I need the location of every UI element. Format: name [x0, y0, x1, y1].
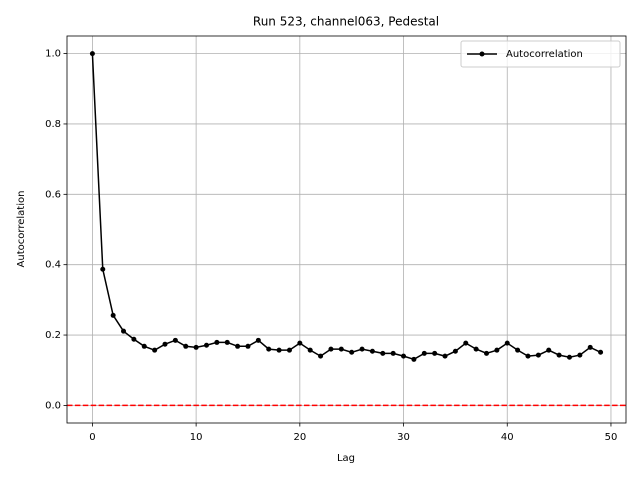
data-point — [515, 347, 521, 353]
data-point — [224, 339, 230, 345]
data-point — [587, 344, 593, 350]
data-point — [89, 51, 95, 57]
x-tick-label: 0 — [89, 432, 95, 443]
data-point — [318, 353, 324, 359]
x-tick-label: 50 — [605, 432, 618, 443]
data-point — [121, 328, 127, 334]
x-tick-label: 30 — [397, 432, 410, 443]
data-point — [162, 341, 168, 347]
data-point — [598, 349, 604, 355]
data-point — [235, 343, 241, 349]
data-point — [266, 346, 272, 352]
data-point — [432, 350, 438, 356]
data-point — [463, 340, 469, 346]
y-axis-label: Autocorrelation — [16, 191, 27, 268]
x-tick-label: 10 — [190, 432, 203, 443]
data-point — [141, 343, 147, 349]
data-point — [286, 347, 292, 353]
chart-title: Run 523, channel063, Pedestal — [253, 15, 439, 29]
x-axis-label: Lag — [337, 453, 355, 464]
axes-frame — [66, 35, 627, 424]
y-tick-label: 0.8 — [45, 119, 61, 130]
y-tick-label: 0.0 — [45, 400, 61, 411]
data-point — [100, 266, 106, 272]
data-point — [546, 347, 552, 353]
y-tick-label: 0.6 — [45, 189, 61, 200]
data-point — [110, 312, 116, 318]
data-point — [535, 352, 541, 358]
data-point — [338, 346, 344, 352]
data-point — [473, 346, 479, 352]
data-point — [183, 343, 189, 349]
data-point — [359, 346, 365, 352]
data-point — [411, 356, 417, 362]
data-point — [556, 352, 562, 358]
data-point — [484, 350, 490, 356]
data-point — [525, 353, 531, 359]
y-tick-label: 0.2 — [45, 330, 61, 341]
data-point — [245, 343, 251, 349]
data-point — [131, 336, 137, 342]
data-point — [421, 350, 427, 356]
data-point — [577, 352, 583, 358]
data-point — [369, 348, 375, 354]
data-point — [390, 350, 396, 356]
data-point — [203, 342, 209, 348]
data-point — [494, 347, 500, 353]
data-point — [380, 350, 386, 356]
data-point — [442, 353, 448, 359]
legend-marker — [479, 51, 485, 57]
x-tick-label: 20 — [293, 432, 306, 443]
y-tick-label: 1.0 — [45, 49, 61, 60]
y-tick-label: 0.4 — [45, 260, 61, 271]
data-point — [172, 337, 178, 343]
x-tick-label: 40 — [501, 432, 514, 443]
data-point — [214, 339, 220, 345]
data-point — [504, 340, 510, 346]
data-point — [297, 340, 303, 346]
data-point — [401, 353, 407, 359]
data-point — [152, 347, 158, 353]
data-point — [328, 346, 334, 352]
legend-box — [460, 40, 621, 68]
data-point — [307, 347, 313, 353]
data-point — [255, 337, 261, 343]
legend-label: Autocorrelation — [506, 49, 583, 60]
data-point — [276, 347, 282, 353]
data-point — [349, 349, 355, 355]
data-point — [566, 354, 572, 360]
data-point — [193, 344, 199, 350]
data-point — [452, 348, 458, 354]
